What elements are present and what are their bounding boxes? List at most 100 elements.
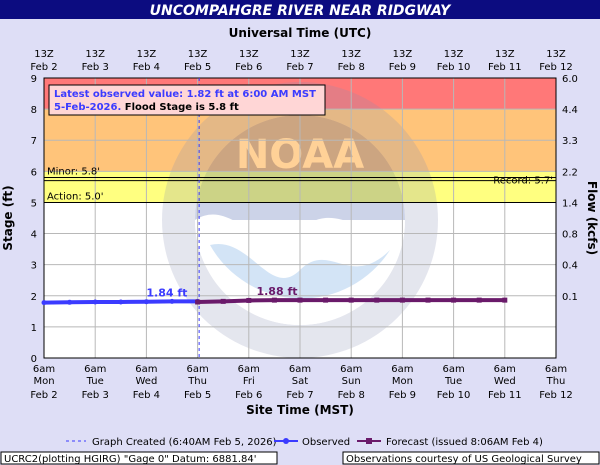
mst-tick-hour-7: 6am bbox=[391, 364, 413, 375]
legend-observed: Observed bbox=[302, 437, 350, 448]
utc-tick-date-1: Feb 3 bbox=[82, 62, 109, 73]
observed-point-2 bbox=[92, 299, 98, 305]
bottom-axis-title: Site Time (MST) bbox=[246, 403, 354, 417]
mst-tick-hour-9: 6am bbox=[494, 364, 516, 375]
mst-tick-date-5: Feb 7 bbox=[286, 390, 313, 401]
stage-tick-6: 6 bbox=[31, 167, 37, 178]
forecast-point-label: 1.88 ft bbox=[256, 285, 297, 298]
forecast-point-5 bbox=[323, 297, 329, 303]
observed-point-3 bbox=[118, 299, 124, 305]
mst-tick-day-4: Fri bbox=[243, 376, 255, 387]
legend: Graph Created (6:40AM Feb 5, 2026) Obser… bbox=[66, 437, 543, 448]
utc-tick-hour-9: 13Z bbox=[495, 49, 515, 60]
utc-tick-hour-3: 13Z bbox=[188, 49, 208, 60]
mst-tick-day-10: Thu bbox=[546, 376, 566, 387]
flow-tick-4: 1.4 bbox=[562, 198, 578, 209]
mst-tick-date-7: Feb 9 bbox=[389, 390, 416, 401]
utc-tick-date-4: Feb 6 bbox=[235, 62, 262, 73]
mst-tick-hour-6: 6am bbox=[340, 364, 362, 375]
stage-tick-9: 9 bbox=[31, 74, 37, 85]
mst-tick-hour-2: 6am bbox=[135, 364, 157, 375]
forecast-point-11 bbox=[476, 297, 482, 303]
stage-tick-5: 5 bbox=[31, 198, 37, 209]
stage-axis: 0 1 2 3 4 5 6 7 8 9 bbox=[31, 74, 37, 365]
footer-datum: UCRC2(plotting HGIRG) "Gage 0" Datum: 68… bbox=[4, 454, 257, 465]
utc-tick-date-2: Feb 4 bbox=[133, 62, 160, 73]
utc-tick-hour-4: 13Z bbox=[239, 49, 259, 60]
utc-tick-hour-5: 13Z bbox=[290, 49, 310, 60]
observed-point-1 bbox=[67, 299, 73, 305]
mst-tick-date-0: Feb 2 bbox=[30, 390, 57, 401]
mst-tick-day-6: Sun bbox=[342, 376, 361, 387]
forecast-point-8 bbox=[399, 297, 405, 303]
utc-tick-hour-6: 13Z bbox=[341, 49, 361, 60]
utc-tick-hour-10: 13Z bbox=[546, 49, 566, 60]
utc-tick-date-10: Feb 12 bbox=[539, 62, 573, 73]
mst-tick-date-2: Feb 4 bbox=[133, 390, 160, 401]
title-bar bbox=[0, 0, 600, 19]
mst-tick-hour-5: 6am bbox=[289, 364, 311, 375]
threshold-lines bbox=[44, 177, 556, 203]
chart-title: UNCOMPAHGRE RIVER NEAR RIDGWAY bbox=[150, 3, 453, 19]
flow-tick-3: 2.2 bbox=[562, 167, 578, 178]
mst-tick-day-5: Sat bbox=[292, 376, 308, 387]
stage-tick-3: 3 bbox=[31, 261, 37, 272]
utc-tick-date-5: Feb 7 bbox=[286, 62, 313, 73]
mst-tick-day-1: Tue bbox=[86, 376, 104, 387]
utc-tick-date-7: Feb 9 bbox=[389, 62, 416, 73]
flood-stage-text: Flood Stage is 5.8 ft bbox=[121, 102, 239, 113]
stage-tick-7: 7 bbox=[31, 136, 37, 147]
flow-tick-1: 4.4 bbox=[562, 105, 578, 116]
mst-tick-hour-3: 6am bbox=[186, 364, 208, 375]
flow-tick-0: 6.0 bbox=[562, 74, 578, 85]
mst-tick-day-9: Wed bbox=[494, 376, 516, 387]
utc-tick-hour-0: 13Z bbox=[34, 49, 54, 60]
forecast-point-9 bbox=[425, 297, 431, 303]
observed-point-4 bbox=[143, 299, 149, 305]
forecast-point-10 bbox=[451, 297, 457, 303]
forecast-point-1 bbox=[220, 298, 226, 304]
mst-tick-day-3: Thu bbox=[187, 376, 207, 387]
svg-text:5-Feb-2026. Flood Stage is 5.8: 5-Feb-2026. Flood Stage is 5.8 ft bbox=[54, 102, 239, 113]
mst-tick-date-8: Feb 10 bbox=[437, 390, 471, 401]
forecast-point-7 bbox=[374, 297, 380, 303]
flow-tick-5: 0.8 bbox=[562, 230, 578, 241]
minor-flood-label: Minor: 5.8' bbox=[47, 167, 100, 178]
flow-tick-2: 3.3 bbox=[562, 136, 578, 147]
stage-tick-0: 0 bbox=[31, 354, 37, 365]
legend-forecast: Forecast (issued 8:06AM Feb 4) bbox=[386, 437, 543, 448]
observed-point-label: 1.84 ft bbox=[146, 286, 187, 299]
right-axis-title: Flow (kcfs) bbox=[585, 181, 599, 255]
action-stage-label: Action: 5.0' bbox=[47, 191, 104, 202]
utc-tick-date-9: Feb 11 bbox=[488, 62, 522, 73]
data-series bbox=[41, 297, 508, 306]
utc-tick-hour-2: 13Z bbox=[137, 49, 157, 60]
top-axis-title: Universal Time (UTC) bbox=[229, 26, 372, 40]
forecast-point-3 bbox=[271, 297, 277, 303]
stage-tick-4: 4 bbox=[31, 230, 37, 241]
flow-tick-6: 0.4 bbox=[562, 261, 578, 272]
utc-tick-date-0: Feb 2 bbox=[30, 62, 57, 73]
stage-tick-8: 8 bbox=[31, 105, 37, 116]
footer: UCRC2(plotting HGIRG) "Gage 0" Datum: 68… bbox=[0, 451, 600, 465]
mst-tick-day-0: Mon bbox=[33, 376, 54, 387]
mst-tick-hour-0: 6am bbox=[33, 364, 55, 375]
mst-tick-date-6: Feb 8 bbox=[338, 390, 365, 401]
utc-tick-hour-7: 13Z bbox=[393, 49, 413, 60]
forecast-point-6 bbox=[348, 297, 354, 303]
legend-observed-marker bbox=[283, 438, 289, 444]
utc-tick-date-8: Feb 10 bbox=[437, 62, 471, 73]
mst-tick-date-3: Feb 5 bbox=[184, 390, 211, 401]
mst-tick-day-8: Tue bbox=[444, 376, 462, 387]
forecast-point-4 bbox=[297, 297, 303, 303]
utc-tick-hour-1: 13Z bbox=[85, 49, 105, 60]
utc-tick-hour-8: 13Z bbox=[444, 49, 464, 60]
latest-observed-line1: Latest observed value: 1.82 ft at 6:00 A… bbox=[54, 89, 316, 100]
mst-tick-day-7: Mon bbox=[392, 376, 413, 387]
record-stage-label: Record: 5.7' bbox=[493, 176, 553, 187]
mst-tick-hour-1: 6am bbox=[84, 364, 106, 375]
observed-point-5 bbox=[169, 298, 175, 304]
legend-graph-created: Graph Created (6:40AM Feb 5, 2026) bbox=[92, 437, 277, 448]
